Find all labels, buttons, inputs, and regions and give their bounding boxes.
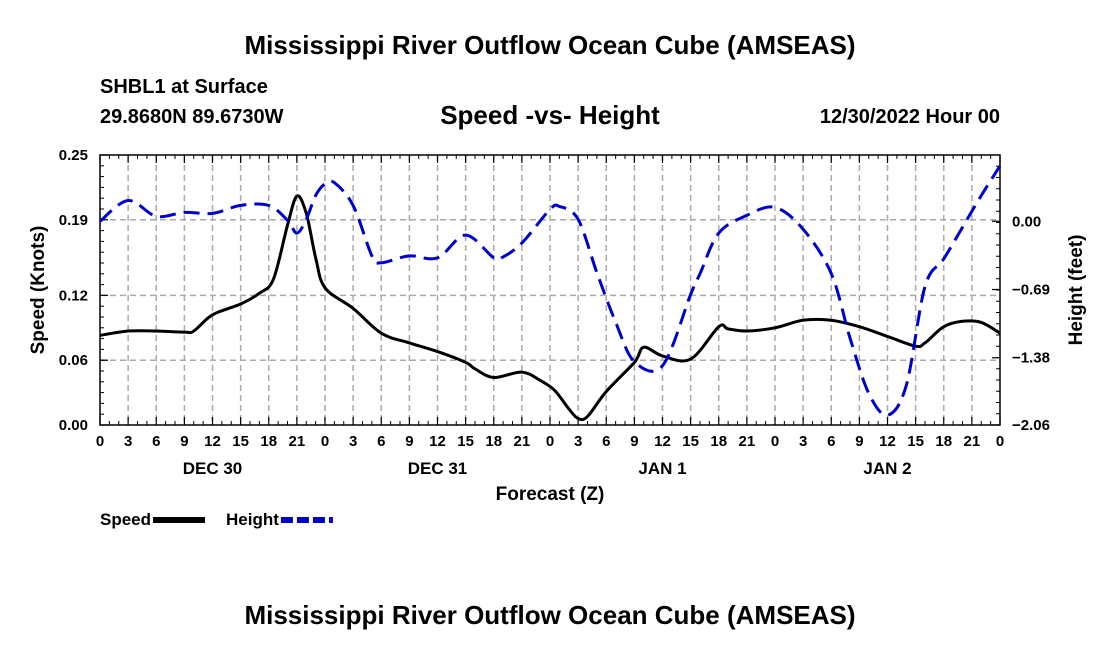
x-tick-label: 15 — [457, 433, 474, 450]
y-left-tick-label: 0.19 — [59, 212, 88, 229]
x-tick-label: 0 — [96, 433, 104, 450]
x-tick-label: 0 — [771, 433, 779, 450]
x-tick-label: 6 — [602, 433, 610, 450]
x-tick-label: 18 — [260, 433, 277, 450]
legend-label-speed: Speed — [100, 510, 151, 529]
timestamp-label: 12/30/2022 Hour 00 — [819, 106, 1000, 128]
y-right-axis-title: Height (feet) — [1066, 235, 1087, 346]
y-right-tick-label: −0.69 — [1012, 282, 1050, 299]
x-axis-title: Forecast (Z) — [496, 484, 605, 505]
x-tick-label: 3 — [574, 433, 582, 450]
y-left-axis-title: Speed (Knots) — [28, 226, 49, 355]
x-tick-label: 9 — [855, 433, 863, 450]
station-label: SHBL1 at Surface — [100, 76, 268, 98]
x-tick-label: 0 — [321, 433, 329, 450]
x-tick-label: 18 — [485, 433, 502, 450]
height-series-line — [99, 165, 1002, 417]
x-tick-label: 9 — [405, 433, 413, 450]
y-right-tick-label: −1.38 — [1012, 350, 1050, 367]
x-tick-label: 6 — [827, 433, 835, 450]
y-left-tick-label: 0.12 — [59, 287, 88, 304]
series — [99, 165, 1002, 422]
x-tick-label: 21 — [289, 433, 306, 450]
x-tick-label: 6 — [377, 433, 385, 450]
x-tick-label: 3 — [349, 433, 357, 450]
y-right-tick-label: −2.06 — [1012, 417, 1050, 434]
x-tick-label: 15 — [907, 433, 924, 450]
x-tick-label: 21 — [514, 433, 531, 450]
x-tick-label: 9 — [180, 433, 188, 450]
x-tick-label: 3 — [124, 433, 132, 450]
x-tick-label: 12 — [654, 433, 671, 450]
chart-title: Speed -vs- Height — [440, 100, 660, 130]
day-label: DEC 30 — [183, 459, 243, 478]
x-tick-label: 12 — [879, 433, 896, 450]
day-label: JAN 1 — [638, 459, 686, 478]
main-title: Mississippi River Outflow Ocean Cube (AM… — [244, 30, 856, 60]
footer-title: Mississippi River Outflow Ocean Cube (AM… — [244, 600, 856, 630]
x-tick-label: 9 — [630, 433, 638, 450]
x-tick-label: 21 — [739, 433, 756, 450]
grid — [100, 155, 1000, 425]
y-left-tick-label: 0.25 — [59, 147, 88, 164]
coordinates-label: 29.8680N 89.6730W — [100, 106, 284, 128]
x-tick-label: 0 — [996, 433, 1004, 450]
y-right-tick-label: 0.00 — [1012, 213, 1041, 230]
y-left-tick-label: 0.06 — [59, 352, 88, 369]
x-tick-label: 18 — [935, 433, 952, 450]
x-tick-label: 15 — [682, 433, 699, 450]
plot-frame — [99, 154, 1001, 426]
axes: 0 3 6 9 12 15 18 21 0 3 6 9 12 15 18 21 0 3 6 9 12 15 18 21 0 3 6 9… — [28, 147, 1087, 505]
x-tick-label: 6 — [152, 433, 160, 450]
day-label: JAN 2 — [863, 459, 911, 478]
x-tick-label: 12 — [429, 433, 446, 450]
x-tick-label: 3 — [799, 433, 807, 450]
x-tick-label: 15 — [232, 433, 249, 450]
legend: Speed Height — [100, 510, 333, 529]
x-tick-label: 0 — [546, 433, 554, 450]
legend-label-height: Height — [226, 510, 279, 529]
day-label: DEC 31 — [408, 459, 468, 478]
x-tick-label: 21 — [964, 433, 981, 450]
x-tick-label: 12 — [204, 433, 221, 450]
y-left-tick-label: 0.00 — [59, 417, 88, 434]
x-tick-label: 18 — [710, 433, 727, 450]
